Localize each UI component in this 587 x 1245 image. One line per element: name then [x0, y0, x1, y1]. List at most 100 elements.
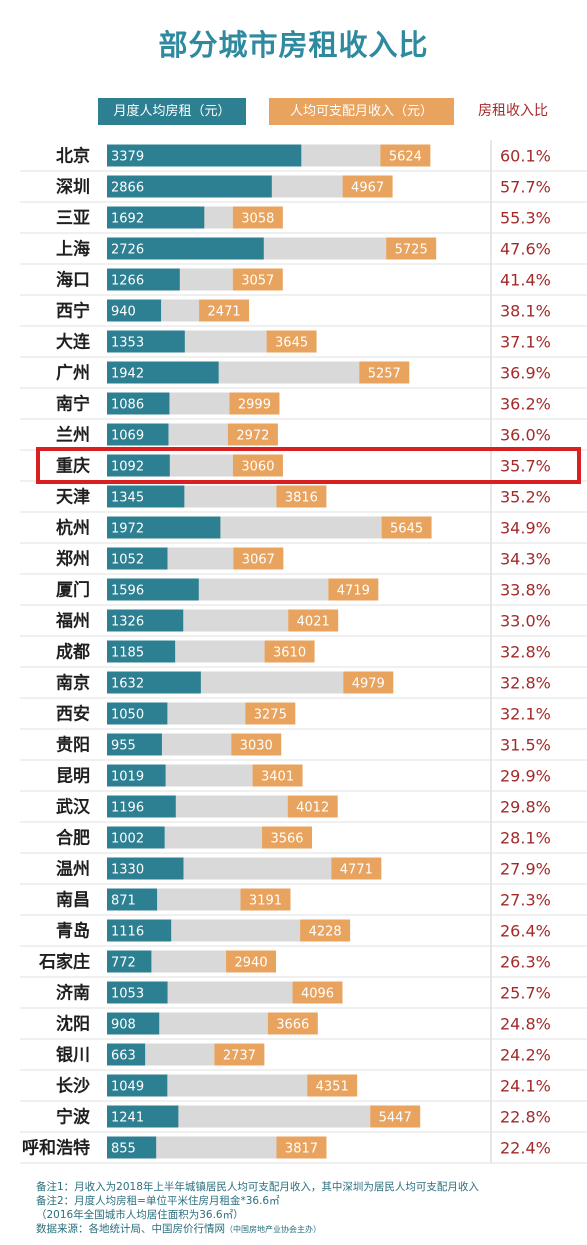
rent-bar: [107, 206, 205, 229]
legend-income: 人均可支配月收入（元）: [269, 98, 454, 125]
rent-value: 2866: [111, 181, 144, 196]
income-value-box: [199, 299, 250, 322]
rent-bar: [107, 950, 152, 973]
rent-bar: [107, 671, 201, 694]
rent-value: 1353: [111, 336, 144, 351]
city-label: 济南: [56, 983, 90, 1004]
income-value: 3191: [249, 894, 282, 909]
source-org: （中国房地产业协会主办）: [225, 1225, 321, 1234]
ratio-value: 33.0%: [500, 612, 551, 631]
city-label: 合肥: [56, 828, 90, 849]
legend-rent: 月度人均房租（元）: [98, 98, 246, 125]
city-label: 西宁: [56, 301, 90, 322]
city-label: 温州: [56, 860, 90, 880]
rent-bar: [107, 516, 221, 539]
income-value-box: [231, 733, 282, 756]
income-value: 3275: [254, 708, 287, 723]
income-value-box: [276, 1136, 327, 1159]
rent-bar: [107, 826, 165, 849]
city-label: 宁波: [56, 1107, 91, 1128]
rent-value: 1196: [111, 801, 144, 816]
rent-value: 1019: [111, 770, 144, 785]
ratio-value: 32.8%: [500, 674, 551, 693]
city-label: 沈阳: [56, 1014, 90, 1035]
income-value-box: [331, 857, 382, 880]
rent-value: 871: [111, 894, 136, 909]
rent-value: 1632: [111, 677, 144, 692]
rent-value: 1086: [111, 398, 144, 413]
rent-value: 908: [111, 1018, 136, 1033]
note-2: 备注2：月度人均房租=单位平米住房月租金*36.6㎡: [36, 1195, 280, 1207]
rent-bar: [107, 919, 172, 942]
ratio-value: 26.3%: [500, 953, 551, 972]
city-label: 贵阳: [56, 735, 90, 756]
income-value: 5447: [379, 1111, 412, 1126]
city-label: 重庆: [56, 456, 90, 477]
city-label: 郑州: [56, 549, 90, 570]
ratio-value: 36.0%: [500, 426, 551, 445]
income-value-box: [232, 268, 283, 291]
ratio-value: 60.1%: [500, 147, 551, 166]
rent-value: 1330: [111, 863, 144, 878]
income-value: 3401: [261, 770, 294, 785]
income-value-box: [240, 888, 291, 911]
income-value: 4719: [337, 584, 370, 599]
rent-value: 1049: [111, 1080, 144, 1095]
rent-value: 1241: [111, 1111, 144, 1126]
income-value: 3566: [270, 832, 303, 847]
city-label: 南昌: [56, 890, 90, 911]
income-value-box: [266, 330, 317, 353]
income-value: 5624: [389, 150, 422, 165]
bar-chart: 北京 5624 3379 60.1% 深圳 4967 2866 57.7% 三亚 3058 1692…: [20, 140, 587, 1164]
rent-value: 955: [111, 739, 136, 754]
income-value: 3067: [242, 553, 275, 568]
rent-value: 772: [111, 956, 136, 971]
income-value: 2737: [223, 1049, 256, 1064]
ratio-value: 32.8%: [500, 643, 551, 662]
rent-bar: [107, 299, 162, 322]
income-value: 4351: [316, 1080, 349, 1095]
city-label: 天津: [56, 487, 90, 508]
income-value-box: [245, 702, 296, 725]
note-1: 备注1：月收入为2018年上半年城镇居民人均可支配月收入，其中深圳为居民人均可支…: [36, 1181, 479, 1193]
rent-bar: [107, 795, 176, 818]
rent-bar: [107, 1074, 168, 1097]
income-value-box: [328, 578, 379, 601]
rent-value: 1002: [111, 832, 144, 847]
ratio-value: 33.8%: [500, 581, 551, 600]
city-label: 青岛: [56, 921, 90, 942]
income-value: 3030: [240, 739, 273, 754]
income-value: 2940: [235, 956, 268, 971]
ratio-value: 47.6%: [500, 240, 551, 259]
rent-value: 1185: [111, 646, 144, 661]
income-value: 4021: [297, 615, 330, 630]
income-value: 3060: [241, 460, 274, 475]
city-label: 北京: [56, 146, 90, 167]
city-label: 武汉: [56, 797, 91, 818]
rent-bar: [107, 888, 158, 911]
income-value: 3645: [275, 336, 308, 351]
rent-value: 1692: [111, 212, 144, 227]
income-value-box: [288, 609, 339, 632]
ratio-value: 28.1%: [500, 829, 551, 848]
city-label: 南宁: [56, 394, 90, 415]
city-label: 广州: [56, 363, 90, 384]
city-label: 海口: [56, 270, 90, 291]
rent-bar: [107, 547, 168, 570]
income-value: 3610: [273, 646, 306, 661]
city-label: 西安: [56, 704, 90, 725]
income-value-box: [227, 423, 278, 446]
city-label: 昆明: [56, 767, 90, 787]
chart-title: 部分城市房租收入比: [158, 28, 429, 62]
rent-value: 2726: [111, 243, 144, 258]
city-label: 厦门: [56, 580, 90, 601]
rent-bar: [107, 1012, 160, 1035]
rent-bar: [107, 330, 185, 353]
income-value-box: [276, 485, 327, 508]
income-value-box: [232, 454, 283, 477]
ratio-value: 41.4%: [500, 271, 551, 290]
rent-bar: [107, 454, 170, 477]
city-label: 三亚: [56, 209, 90, 229]
ratio-value: 27.9%: [500, 860, 551, 879]
rent-bar: [107, 981, 168, 1004]
